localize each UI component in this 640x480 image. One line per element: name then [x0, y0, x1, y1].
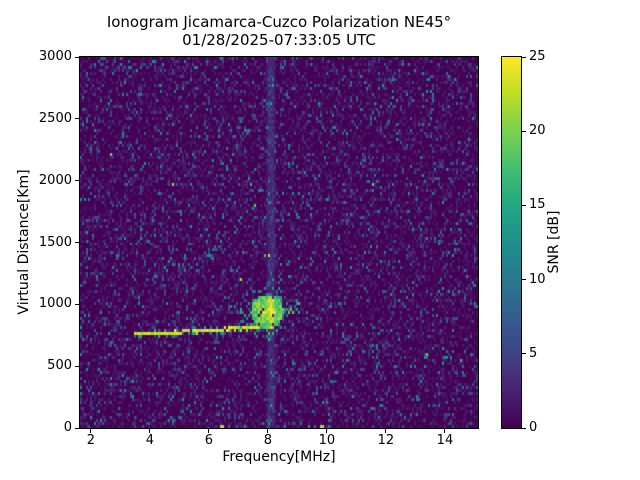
y-tick-label: 2000 [38, 172, 72, 188]
colorbar-tick-label: 5 [529, 345, 538, 361]
x-tick-mark [208, 429, 210, 433]
chart-title: Ionogram Jicamarca-Cuzco Polarization NE… [106, 13, 452, 31]
y-tick-label: 500 [47, 358, 72, 374]
y-tick-label: 1500 [38, 234, 72, 250]
plot-area [79, 56, 479, 429]
x-tick-label: 4 [145, 433, 155, 448]
y-tick-mark [75, 118, 79, 120]
y-tick-label: 3000 [38, 49, 72, 64]
x-tick-label: 2 [86, 433, 96, 448]
colorbar-tick-mark [522, 427, 526, 429]
y-tick-mark [75, 180, 79, 182]
y-tick-mark [75, 56, 79, 58]
x-tick-label: 6 [204, 433, 214, 448]
y-tick-mark [75, 303, 79, 305]
colorbar-tick-label: 10 [529, 271, 546, 287]
y-tick-mark [75, 365, 79, 367]
x-tick-mark [326, 429, 328, 433]
colorbar-tick-label: 0 [529, 420, 538, 435]
x-tick-label: 14 [436, 433, 454, 448]
y-tick-label: 2500 [38, 110, 72, 126]
x-tick-mark [90, 429, 92, 433]
x-tick-mark [267, 429, 269, 433]
chart-subtitle: 01/28/2025-07:33:05 UTC [182, 31, 376, 49]
title-block: Ionogram Jicamarca-Cuzco Polarization NE… [80, 13, 478, 49]
y-tick-label: 1000 [38, 296, 72, 312]
colorbar-tick-mark [522, 353, 526, 355]
y-tick-label: 0 [63, 420, 72, 435]
y-tick-mark [75, 242, 79, 243]
colorbar-tick-mark [522, 56, 526, 58]
x-tick-label: 10 [318, 433, 336, 448]
colorbar-canvas [502, 57, 521, 428]
colorbar-tick-label: 15 [529, 197, 546, 213]
x-tick-mark [385, 429, 387, 433]
y-tick-mark [75, 427, 79, 429]
colorbar-tick-mark [522, 204, 526, 206]
colorbar-tick-mark [522, 130, 526, 132]
colorbar-tick-label: 20 [529, 123, 546, 139]
colorbar-label: SNR [dB] [546, 210, 562, 274]
colorbar-tick-label: 25 [529, 49, 546, 64]
colorbar-tick-mark [522, 279, 526, 281]
heatmap-canvas [80, 57, 478, 428]
colorbar [501, 56, 522, 429]
x-tick-mark [149, 429, 151, 433]
x-axis-label: Frequency[MHz] [222, 449, 336, 465]
x-tick-label: 12 [377, 433, 395, 448]
x-tick-label: 8 [263, 433, 273, 448]
x-tick-mark [444, 429, 446, 433]
